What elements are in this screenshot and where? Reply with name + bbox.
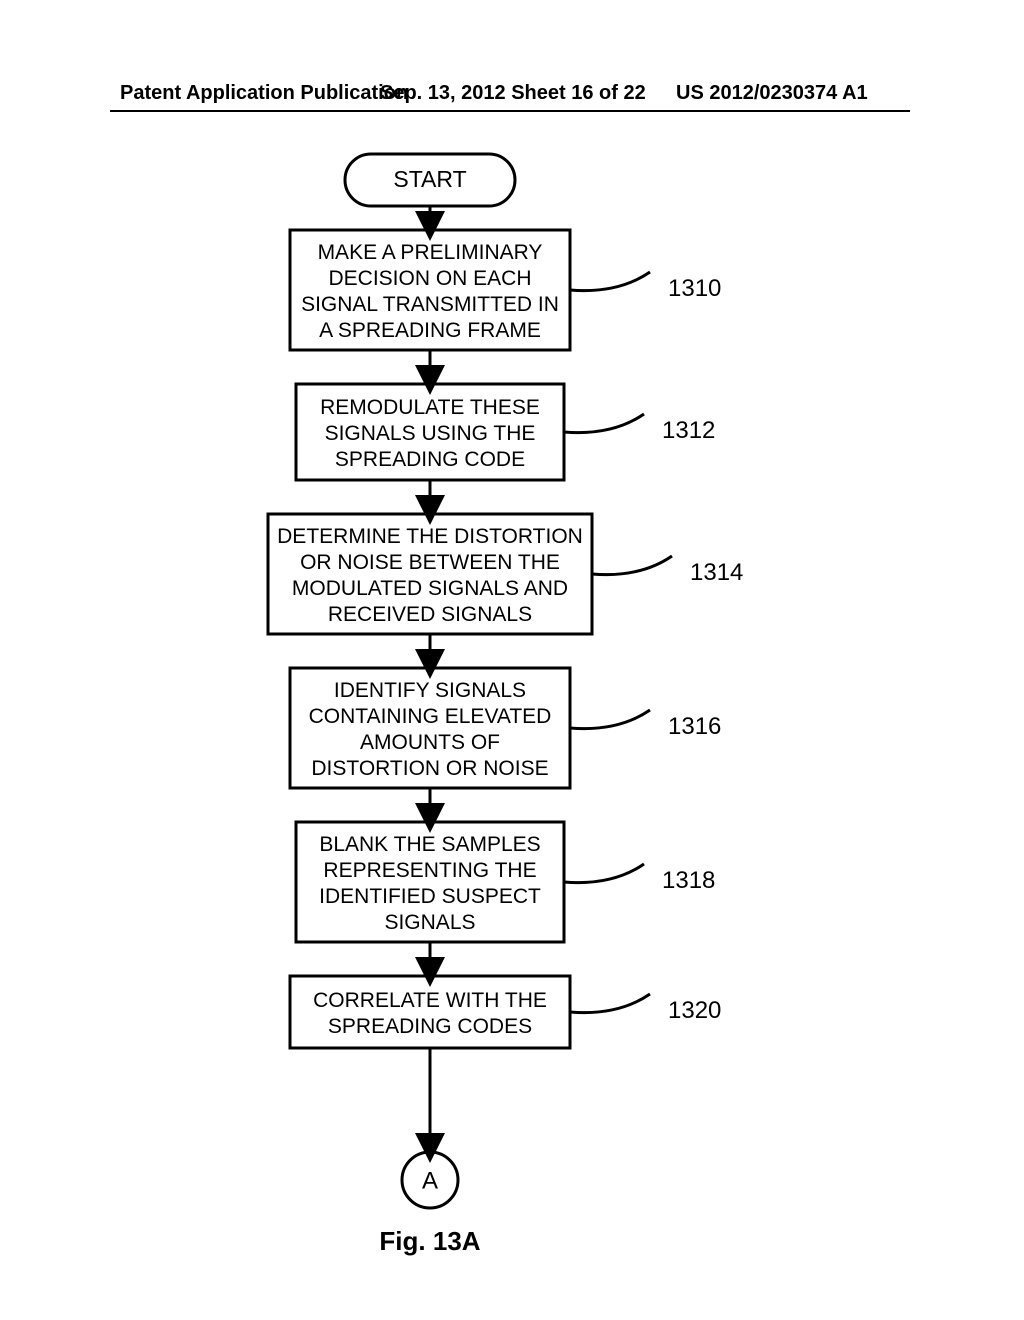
header-middle: Sep. 13, 2012 Sheet 16 of 22 [380, 82, 646, 105]
start-label: START [393, 166, 466, 192]
flowchart-svg: START MAKE A PRELIMINARYDECISION ON EACHS… [0, 140, 1024, 1300]
ref-number-b6: 1320 [668, 997, 721, 1024]
step-text-b1: MAKE A PRELIMINARYDECISION ON EACHSIGNAL… [301, 241, 559, 342]
step-text-b4: IDENTIFY SIGNALSCONTAINING ELEVATEDAMOUN… [309, 679, 552, 780]
header-left: Patent Application Publication [120, 82, 408, 105]
step-text-b2: REMODULATE THESESIGNALS USING THESPREADI… [320, 396, 540, 471]
ref-curve-b1 [570, 272, 650, 291]
ref-number-b5: 1318 [662, 867, 715, 894]
ref-number-b4: 1316 [668, 713, 721, 740]
ref-curve-b6 [570, 994, 650, 1013]
step-text-b5: BLANK THE SAMPLESREPRESENTING THEIDENTIF… [319, 833, 541, 934]
ref-number-b1: 1310 [668, 275, 721, 302]
header-rule [110, 110, 910, 112]
ref-curve-b4 [570, 710, 650, 729]
ref-curve-b2 [564, 414, 644, 433]
step-text-b3: DETERMINE THE DISTORTIONOR NOISE BETWEEN… [277, 525, 583, 626]
figure-caption: Fig. 13A [379, 1226, 480, 1256]
header-right: US 2012/0230374 A1 [676, 82, 868, 105]
step-text-b6: CORRELATE WITH THESPREADING CODES [313, 989, 547, 1038]
ref-number-b3: 1314 [690, 559, 743, 586]
ref-number-b2: 1312 [662, 417, 715, 444]
connector-a-label: A [422, 1167, 438, 1194]
ref-curve-b5 [564, 864, 644, 883]
ref-curve-b3 [592, 556, 672, 575]
